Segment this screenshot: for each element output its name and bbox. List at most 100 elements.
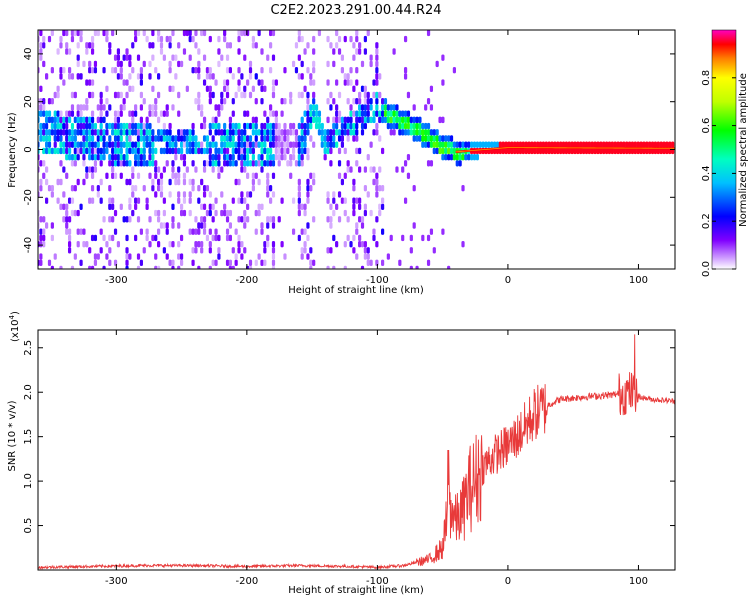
spectrogram-cell [119,122,123,130]
spectrogram-cell [90,79,95,86]
spectrogram-cell [191,178,195,186]
spectrogram-cell [243,166,247,173]
spectrogram-cell [306,42,310,49]
spectrogram-cell [280,147,284,155]
spectrogram-cell [254,122,258,130]
spectrogram-cell [602,141,606,148]
spectrogram-cell [254,98,258,105]
spectrogram-cell [263,141,267,148]
spectrogram-cell [266,191,270,198]
spectrogram-cell [237,234,241,242]
spectrogram-cell [501,141,505,148]
spectrogram-cell [355,98,359,105]
spectrogram-cell [42,42,46,49]
spectrogram-cell [168,178,172,186]
spectrogram-cell [131,129,135,136]
spectrogram-cell [65,141,69,148]
spectrogram-cell [260,222,264,229]
spectrogram-cell [291,147,296,155]
spectrogram-cell [358,91,362,99]
spectrogram-cell [360,122,365,130]
spectrogram-cell [343,129,347,136]
spectrogram-cell [266,116,270,124]
spectrogram-cell [208,209,212,217]
spectrogram-cell [157,116,161,124]
spectrogram-cell [113,110,118,117]
spectrogram-cell [269,30,273,37]
spectrogram-cell [395,104,399,111]
spectrogram-cell [467,153,471,161]
spectrogram-cell [271,160,276,167]
spectrogram-cell [271,110,276,117]
spectrogram-cell [208,73,212,80]
spectrogram-cell [122,104,126,111]
spectrogram-cell [223,203,227,211]
snr-series [38,334,675,570]
spectrogram-cell [116,160,121,167]
spectrogram-cell [217,172,221,179]
snr-y-tick-label: 2.0 [23,384,34,400]
spectrogram-cell [246,191,250,198]
spectrogram-cell [297,234,301,242]
spectrogram-cell [271,91,276,99]
spectrogram-cell [90,234,95,242]
spectrogram-cell [271,191,276,198]
spectrogram-cell [240,240,244,248]
spectrogram-cell [214,228,218,235]
spectrogram-cell [452,147,456,155]
spectrogram-cell [125,135,129,142]
spectrogram-cell [136,197,141,204]
spectrogram-cell [335,122,339,130]
spectrogram-cell [73,147,77,155]
spectrogram-cell [274,135,278,142]
spectrogram-cell [303,110,307,117]
spectrogram-cell [424,104,428,111]
spectrogram-cell [243,122,247,130]
spectrogram-cell [587,147,591,155]
spectrogram-cell [271,141,276,148]
spectrogram-cell [360,116,365,124]
snr-x-label: Height of straight line (km) [288,585,424,596]
spectrogram-cell [300,228,304,235]
spectrogram-cell [234,141,238,148]
spectrogram-cell [329,42,333,49]
spectrogram-cell [392,104,396,111]
spectrogram-cell [378,73,382,80]
spectrogram-cell [159,48,164,55]
spectrogram-cell [197,73,201,80]
spectrogram-cell [271,135,276,142]
spectrogram-cell [286,160,290,167]
spectrogram-cell [349,66,353,74]
spectrogram-cell [406,122,411,130]
spectrogram-cell [108,122,112,130]
spectrogram-cell [280,197,284,204]
spectrogram-cell [605,141,609,148]
spectrogram-y-tick-label: 20 [23,95,34,108]
spectrogram-cell [200,240,204,248]
spectrogram-cell [228,141,233,148]
spectrogram-cell [50,265,54,269]
spectrogram-cell [274,122,278,130]
spectrogram-cell [375,172,379,179]
spectrogram-cell [50,122,54,130]
spectrogram-cell [59,122,63,130]
spectrogram-cell [185,30,189,37]
spectrogram-cell [312,60,316,68]
spectrogram-cell [67,116,72,124]
spectrogram-cell [444,153,448,161]
spectrogram-cell [246,203,250,211]
spectrogram-cell [340,54,345,61]
spectrogram-cell [421,129,425,136]
spectrogram-cell [538,141,543,148]
spectrogram-cell [254,129,258,136]
spectrogram-cell [113,147,118,155]
spectrogram-cell [108,135,112,142]
spectrogram-cell [65,42,69,49]
spectrogram-cell [214,153,218,161]
spectrogram-cell [90,48,95,55]
spectrogram-cell [312,216,316,223]
spectrogram-cell [412,116,416,124]
spectrogram-x-tick-label: -300 [105,275,128,286]
spectrogram-cell [248,147,253,155]
